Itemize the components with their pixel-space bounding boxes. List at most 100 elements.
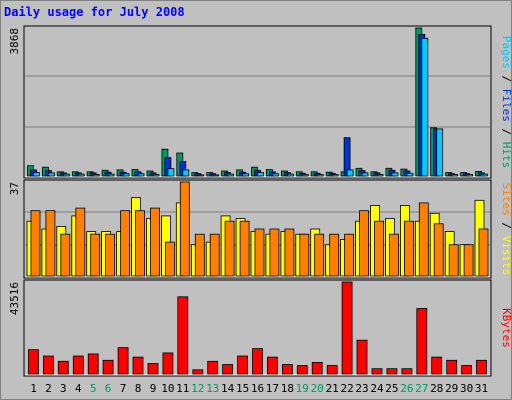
x-tick-label-day-23: 23 [355, 382, 368, 395]
bar-pages-day-12 [197, 174, 205, 177]
bar-sites-day-23 [359, 210, 369, 277]
bar-pages-day-21 [331, 174, 339, 177]
bar-pages-day-10 [167, 168, 175, 177]
legend-item-kbytes: KBytes [500, 308, 512, 348]
chart-panel-2: 37 Sites / Visits [8, 179, 512, 279]
chart-panel-3: 43516 KBytes [8, 279, 512, 377]
legend-item-pages: Pages [500, 36, 512, 69]
x-tick-label-day-14: 14 [221, 382, 235, 395]
x-tick-label-day-6: 6 [105, 382, 112, 395]
bar-sites-day-15 [239, 220, 250, 277]
bar-kbytes-day-18 [281, 364, 293, 375]
bar-pages-day-27 [421, 37, 429, 177]
bar-sites-day-3 [60, 233, 71, 277]
x-tick-label-day-19: 19 [296, 382, 309, 395]
bar-kbytes-day-20 [311, 361, 323, 375]
bar-pages-day-11 [182, 169, 190, 177]
legend-item-hits: Hits [500, 142, 512, 169]
x-tick-label-day-3: 3 [60, 382, 67, 395]
bar-kbytes-day-15 [237, 355, 249, 375]
bar-sites-day-17 [269, 228, 280, 277]
bar-kbytes-day-22 [341, 281, 353, 375]
bar-kbytes-day-9 [147, 362, 159, 375]
x-tick-label-day-20: 20 [311, 382, 324, 395]
y-max-label: 43516 [8, 282, 21, 315]
bar-pages-day-25 [391, 172, 399, 177]
bar-sites-day-29 [448, 244, 459, 277]
bar-sites-day-10 [164, 241, 175, 277]
bar-sites-day-28 [433, 223, 444, 277]
bar-kbytes-day-2 [43, 355, 54, 375]
x-tick-label-day-26: 26 [400, 382, 413, 395]
x-tick-label-day-15: 15 [236, 382, 249, 395]
bar-sites-day-18 [284, 228, 295, 277]
x-tick-label-day-17: 17 [266, 382, 279, 395]
x-tick-label-day-13: 13 [206, 382, 219, 395]
bar-kbytes-day-26 [401, 368, 413, 375]
x-tick-label-day-31: 31 [475, 382, 488, 395]
bar-kbytes-day-24 [371, 368, 383, 375]
bar-kbytes-day-11 [177, 296, 189, 375]
bar-kbytes-day-30 [461, 365, 473, 375]
bar-kbytes-day-19 [296, 365, 308, 375]
x-tick-label-day-4: 4 [75, 382, 82, 395]
bar-sites-day-20 [314, 233, 325, 277]
bar-sites-day-30 [463, 244, 474, 277]
bar-kbytes-day-17 [266, 356, 278, 375]
legend-separator: / [500, 122, 512, 142]
bar-sites-day-5 [90, 233, 101, 277]
bar-sites-day-16 [254, 228, 265, 277]
bar-sites-day-22 [344, 233, 355, 277]
bar-sites-day-4 [75, 207, 86, 277]
right-legend: Sites / Visits [500, 183, 512, 276]
bar-pages-day-15 [242, 173, 250, 177]
bar-sites-day-14 [224, 220, 235, 277]
bar-sites-day-9 [150, 207, 160, 277]
bar-sites-day-13 [209, 233, 220, 277]
bar-kbytes-day-3 [57, 360, 69, 375]
bar-sites-day-11 [179, 181, 190, 277]
bar-pages-day-24 [376, 174, 384, 177]
bar-kbytes-day-25 [386, 368, 398, 375]
x-tick-label-day-24: 24 [370, 382, 384, 395]
bar-pages-day-3 [62, 173, 70, 177]
bar-pages-day-23 [361, 172, 369, 177]
bar-kbytes-day-21 [326, 365, 338, 375]
x-tick-label-day-5: 5 [90, 382, 97, 395]
bar-kbytes-day-4 [72, 355, 84, 375]
bar-sites-day-7 [120, 210, 130, 277]
bar-pages-day-6 [107, 173, 115, 177]
bar-sites-day-31 [478, 228, 489, 277]
x-tick-label-day-30: 30 [460, 382, 473, 395]
bar-kbytes-day-14 [222, 364, 234, 375]
x-tick-label-day-25: 25 [385, 382, 398, 395]
x-tick-label-day-29: 29 [445, 382, 458, 395]
x-tick-label-day-16: 16 [251, 382, 264, 395]
bar-kbytes-day-12 [192, 369, 204, 375]
legend-separator: / [500, 69, 512, 89]
x-tick-label-day-27: 27 [415, 382, 428, 395]
chart-title: Daily usage for July 2008 [4, 5, 185, 19]
bar-pages-day-20 [316, 174, 324, 177]
bar-sites-day-19 [299, 233, 310, 277]
bar-sites-day-25 [388, 233, 399, 277]
legend-separator: / [500, 216, 512, 236]
chart-panel-1: 3868 Pages / Files / Hits [8, 25, 512, 179]
bar-pages-day-26 [406, 172, 414, 177]
x-tick-label-day-21: 21 [326, 382, 339, 395]
x-tick-label-day-10: 10 [161, 382, 174, 395]
bar-kbytes-day-16 [252, 348, 263, 375]
bar-pages-day-17 [271, 173, 279, 177]
bar-sites-day-12 [194, 233, 205, 277]
bar-sites-day-2 [45, 210, 56, 277]
bar-sites-day-6 [105, 233, 115, 277]
bar-kbytes-day-28 [431, 356, 443, 375]
bar-kbytes-day-7 [117, 347, 129, 375]
bar-kbytes-day-1 [28, 349, 39, 375]
legend-item-files: Files [500, 89, 512, 122]
bar-pages-day-2 [48, 172, 55, 177]
bar-sites-day-21 [329, 233, 340, 277]
bar-sites-day-24 [374, 220, 384, 277]
bar-kbytes-day-6 [102, 359, 114, 375]
